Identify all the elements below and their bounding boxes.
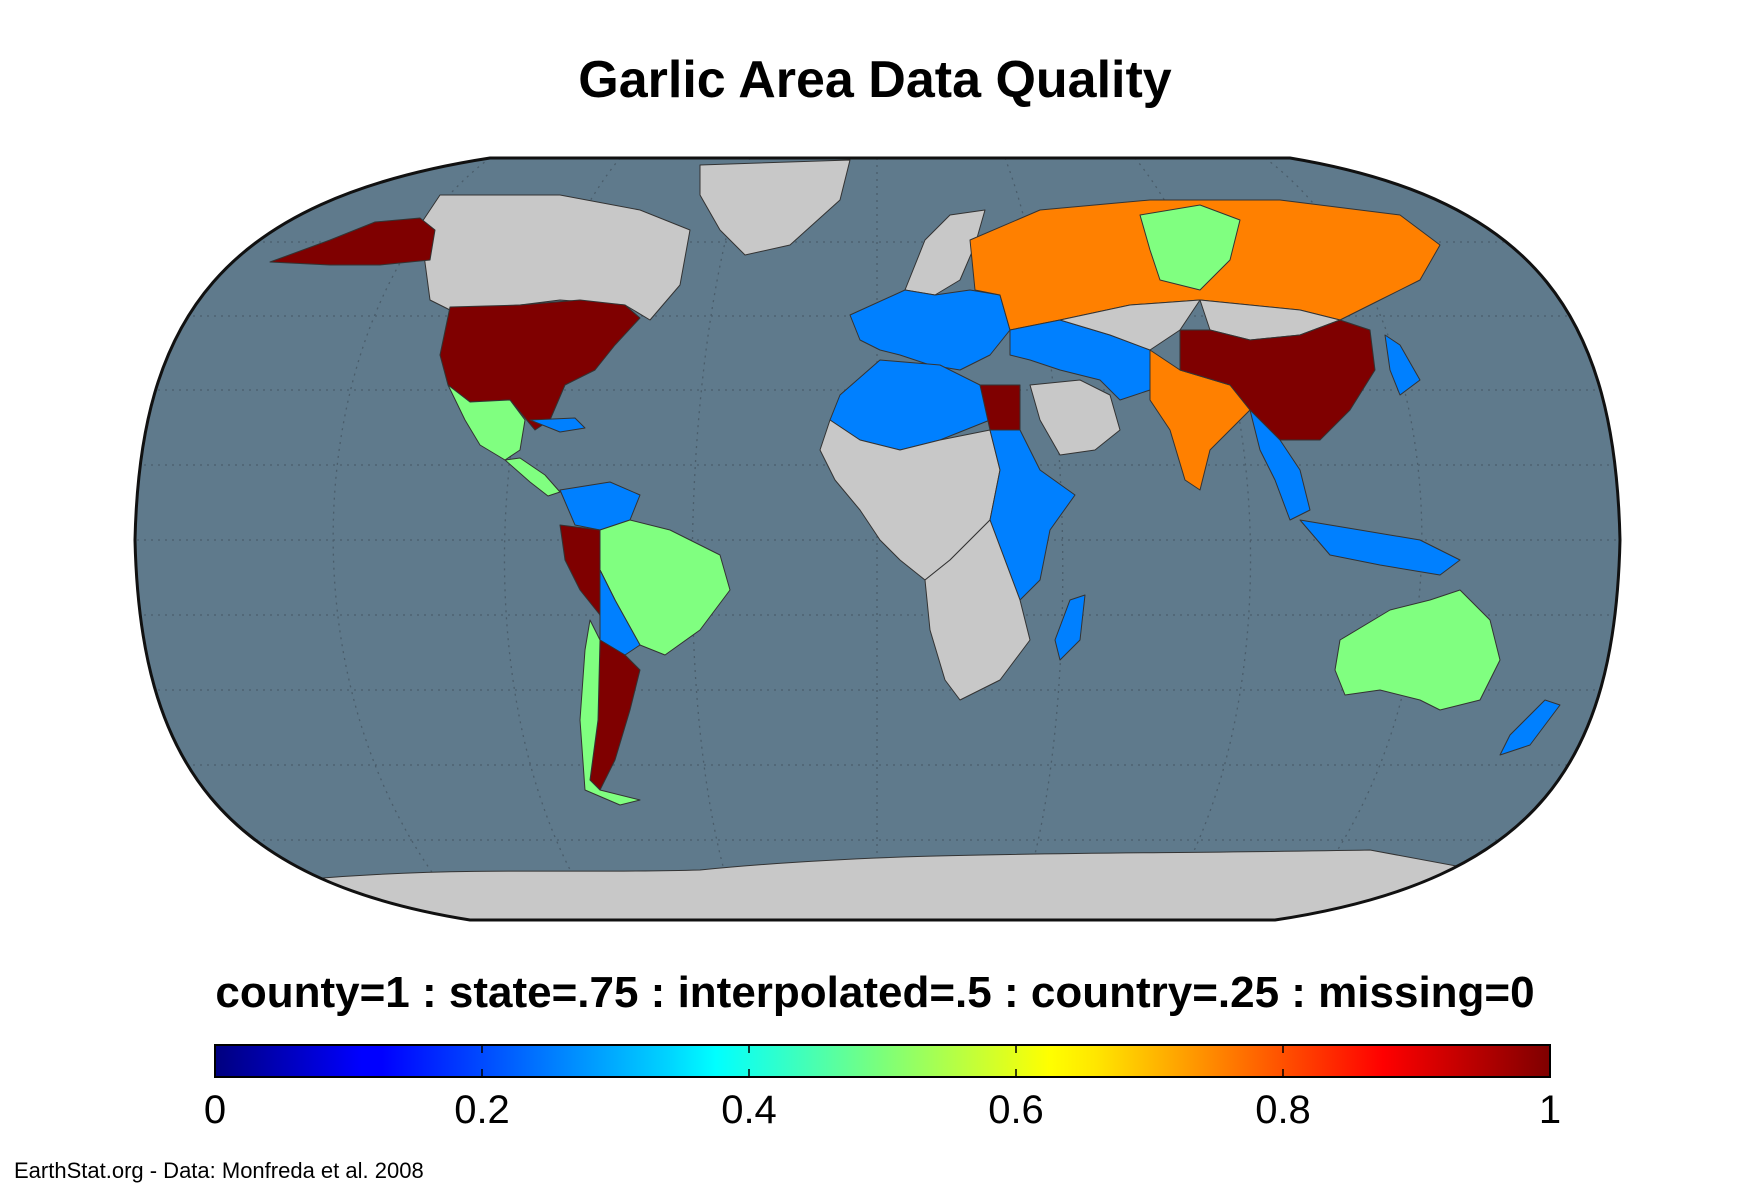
region-east-africa bbox=[989, 429, 1076, 601]
colorbar-ticks bbox=[481, 1045, 1284, 1077]
legend-text: county=1 : state=.75 : interpolated=.5 :… bbox=[215, 968, 1535, 1017]
region-arabia bbox=[1029, 379, 1121, 456]
region-mexico bbox=[447, 384, 526, 461]
globe-outline bbox=[133, 156, 1622, 922]
region-australia bbox=[1334, 589, 1501, 711]
region-greenland bbox=[699, 159, 851, 256]
colorbar-tick-label: 0.2 bbox=[454, 1088, 510, 1132]
region-europe bbox=[849, 289, 1011, 371]
region-china bbox=[1179, 319, 1376, 441]
region-madagascar bbox=[1054, 594, 1086, 661]
region-caribbean bbox=[529, 417, 586, 433]
region-indonesia bbox=[1299, 519, 1461, 576]
region-new-zealand bbox=[1499, 699, 1561, 756]
region-scandinavia bbox=[904, 209, 986, 296]
region-alaska bbox=[269, 217, 436, 266]
region-southern-africa bbox=[924, 519, 1031, 701]
colorbar-tick-label: 0.6 bbox=[988, 1088, 1044, 1132]
region-japan-korea bbox=[1384, 334, 1421, 396]
region-west-siberia bbox=[1139, 204, 1241, 291]
region-central-america bbox=[504, 457, 561, 497]
region-chile bbox=[579, 619, 641, 806]
credit-text: EarthStat.org - Data: Monfreda et al. 20… bbox=[14, 1158, 424, 1183]
colorbar-tick-label: 0.4 bbox=[721, 1088, 777, 1132]
map-title: Garlic Area Data Quality bbox=[578, 51, 1172, 109]
world-map bbox=[133, 156, 1622, 922]
colorbar-gradient bbox=[214, 1044, 1551, 1078]
colorbar-tick-label: 0 bbox=[203, 1088, 227, 1132]
region-antarctica bbox=[135, 849, 1620, 920]
region-southeast-asia bbox=[1249, 409, 1311, 521]
colorbar-tick-label: 1 bbox=[1538, 1088, 1562, 1132]
colorbar-tick-label: 0.8 bbox=[1255, 1088, 1311, 1132]
